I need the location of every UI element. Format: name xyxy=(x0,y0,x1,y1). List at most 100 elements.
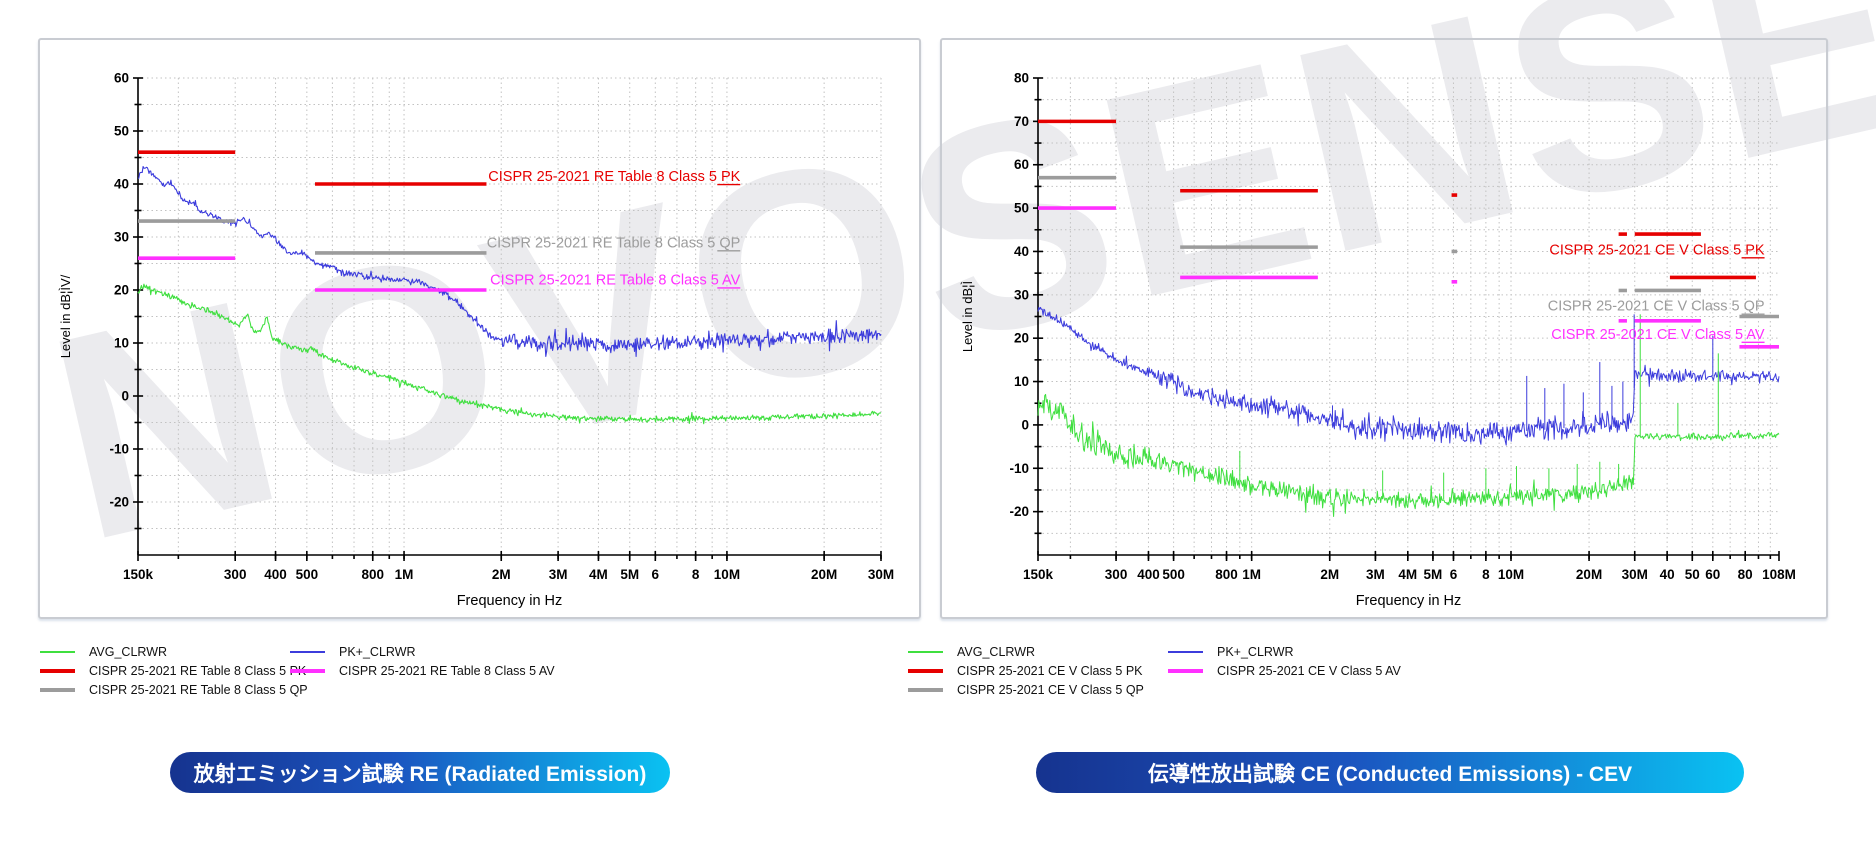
re-caption-badge: 放射エミッション試験 RE (Radiated Emission) xyxy=(170,752,670,793)
svg-text:5M: 5M xyxy=(620,567,639,582)
svg-text:30: 30 xyxy=(114,230,129,245)
axes xyxy=(133,77,882,561)
svg-text:40: 40 xyxy=(1660,567,1675,582)
axis-labels: 60 50 40 30 20 10 0 -10 -20 150k 300 400 500 800 1M 2M 3… xyxy=(58,71,894,610)
limit-CISPR 25-2021 RE Table 8 Class 5 QP xyxy=(138,219,487,255)
legend-label: PK+_CLRWR xyxy=(339,644,416,659)
svg-text:6: 6 xyxy=(652,567,660,582)
svg-text:40: 40 xyxy=(114,177,129,192)
svg-text:2M: 2M xyxy=(1320,567,1339,582)
legend-item: CISPR 25-2021 RE Table 8 Class 5 QP xyxy=(40,680,308,699)
svg-text:10: 10 xyxy=(1014,374,1029,389)
legend-swatch-line xyxy=(1168,650,1203,653)
svg-text:0: 0 xyxy=(1021,417,1029,432)
legend-column: PK+_CLRWR CISPR 25-2021 RE Table 8 Class … xyxy=(290,642,555,699)
legend-swatch-line xyxy=(40,668,75,673)
svg-text:4M: 4M xyxy=(589,567,608,582)
limit-label: CISPR 25-2021 CE V Class 5 QP xyxy=(1548,299,1765,315)
svg-text:10M: 10M xyxy=(714,567,740,582)
svg-text:5M: 5M xyxy=(1424,567,1443,582)
legend-item: CISPR 25-2021 CE V Class 5 PK xyxy=(908,661,1168,680)
legend-label: PK+_CLRWR xyxy=(1217,644,1294,659)
svg-text:8: 8 xyxy=(1482,567,1490,582)
legend-label: CISPR 25-2021 RE Table 8 Class 5 AV xyxy=(339,663,555,678)
legend-item: CISPR 25-2021 RE Table 8 Class 5 AV xyxy=(290,661,555,680)
legend-item: CISPR 25-2021 CE V Class 5 QP xyxy=(908,680,1168,699)
svg-text:50: 50 xyxy=(1685,567,1700,582)
svg-text:6: 6 xyxy=(1450,567,1458,582)
svg-text:30M: 30M xyxy=(1622,567,1648,582)
svg-text:40: 40 xyxy=(1014,244,1029,259)
svg-text:150k: 150k xyxy=(123,567,154,582)
svg-text:400: 400 xyxy=(264,567,287,582)
limit-CISPR 25-2021 CE V Class 5 AV xyxy=(1038,206,1779,349)
svg-text:2M: 2M xyxy=(492,567,511,582)
re-chart-legend: AVG_CLRWR CISPR 25-2021 RE Table 8 Class … xyxy=(40,642,555,699)
ce-caption-badge: 伝導性放出試験 CE (Conducted Emissions) - CEV xyxy=(1036,752,1744,793)
legend-label: CISPR 25-2021 CE V Class 5 AV xyxy=(1217,663,1401,678)
ce-chart-panel-background xyxy=(940,38,1824,615)
svg-text:1M: 1M xyxy=(1242,567,1261,582)
limit-CISPR 25-2021 RE Table 8 Class 5 AV xyxy=(138,256,487,292)
svg-text:1M: 1M xyxy=(395,567,414,582)
legend-item: PK+_CLRWR xyxy=(290,642,555,661)
svg-text:60: 60 xyxy=(1705,567,1720,582)
x-axis-title: Frequency in Hz xyxy=(1356,593,1462,609)
svg-text:20M: 20M xyxy=(811,567,837,582)
svg-text:10M: 10M xyxy=(1498,567,1524,582)
limit-label: CISPR 25-2021 CE V Class 5 AV xyxy=(1551,327,1765,343)
svg-text:3M: 3M xyxy=(1366,567,1385,582)
ce-chart-panel: 80 70 60 50 40 30 20 10 0 -10 -20 150k 300 400 500 800 1… xyxy=(940,38,1828,619)
svg-text:80: 80 xyxy=(1738,567,1753,582)
legend-swatch-line xyxy=(908,687,943,692)
svg-text:0: 0 xyxy=(121,389,129,404)
limit-label: CISPR 25-2021 CE V Class 5 PK xyxy=(1549,242,1765,258)
legend-swatch-line xyxy=(290,668,325,673)
svg-text:-20: -20 xyxy=(1009,504,1029,519)
svg-text:20M: 20M xyxy=(1576,567,1602,582)
svg-text:60: 60 xyxy=(114,71,129,86)
legend-column: AVG_CLRWR CISPR 25-2021 RE Table 8 Class … xyxy=(40,642,308,699)
y-axis-title: Level in dB¦ÌV/ xyxy=(58,274,73,358)
svg-text:8: 8 xyxy=(692,567,700,582)
svg-text:10: 10 xyxy=(114,336,129,351)
re-chart-svg: 60 50 40 30 20 10 0 -10 -20 150k 300 400 500 800 1M 2M 3… xyxy=(58,71,894,610)
legend-label: CISPR 25-2021 RE Table 8 Class 5 PK xyxy=(89,663,307,678)
legend-swatch-line xyxy=(290,650,325,653)
legend-item: AVG_CLRWR xyxy=(908,642,1168,661)
svg-text:150k: 150k xyxy=(1023,567,1054,582)
trace-PK+_CLRWR xyxy=(137,165,882,358)
ce-chart-legend: AVG_CLRWR CISPR 25-2021 CE V Class 5 PK CI… xyxy=(908,642,1401,699)
legend-swatch-line xyxy=(908,650,943,653)
legend-item: PK+_CLRWR xyxy=(1168,642,1401,661)
legend-label: CISPR 25-2021 CE V Class 5 QP xyxy=(957,682,1144,697)
svg-text:30M: 30M xyxy=(868,567,894,582)
limit-CISPR 25-2021 RE Table 8 Class 5 PK xyxy=(138,150,487,186)
svg-text:20: 20 xyxy=(114,283,129,298)
grid xyxy=(1038,77,1779,555)
legend-swatch-line xyxy=(40,687,75,692)
limit-label: CISPR 25-2021 RE Table 8 Class 5 AV xyxy=(490,272,740,288)
re-chart-panel-background xyxy=(38,38,917,615)
grid xyxy=(138,77,882,555)
svg-text:500: 500 xyxy=(296,567,319,582)
legend-item: CISPR 25-2021 RE Table 8 Class 5 PK xyxy=(40,661,306,680)
limit-label: CISPR 25-2021 RE Table 8 Class 5 QP xyxy=(487,235,741,251)
svg-text:3M: 3M xyxy=(549,567,568,582)
ce-chart-svg: 80 70 60 50 40 30 20 10 0 -10 -20 150k 300 400 500 800 1… xyxy=(960,71,1796,610)
limit-CISPR 25-2021 CE V Class 5 PK xyxy=(1038,119,1756,280)
svg-text:70: 70 xyxy=(1014,114,1029,129)
svg-text:80: 80 xyxy=(1014,71,1029,86)
svg-text:400: 400 xyxy=(1137,567,1160,582)
trace-PK+_CLRWR xyxy=(1037,306,1780,446)
limit-CISPR 25-2021 CE V Class 5 QP xyxy=(1038,175,1779,319)
svg-text:-10: -10 xyxy=(1009,461,1029,476)
legend-label: CISPR 25-2021 CE V Class 5 PK xyxy=(957,663,1143,678)
svg-text:800: 800 xyxy=(361,567,384,582)
y-axis-title: Level in dB¦Ì xyxy=(960,281,975,352)
svg-text:800: 800 xyxy=(1215,567,1238,582)
svg-text:-20: -20 xyxy=(109,495,129,510)
legend-swatch-line xyxy=(908,668,943,673)
svg-text:108M: 108M xyxy=(1762,567,1796,582)
